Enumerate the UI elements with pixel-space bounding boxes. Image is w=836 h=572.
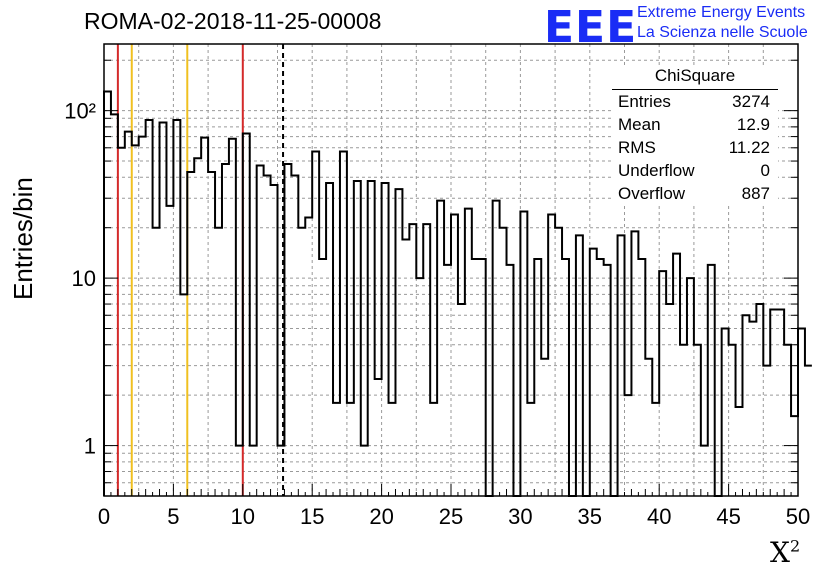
- histogram-bin: [368, 181, 375, 496]
- histogram-bin: [409, 224, 416, 496]
- x-tick-label: 10: [231, 504, 255, 529]
- histogram-bin: [111, 114, 118, 496]
- histogram-bin: [201, 138, 208, 496]
- histogram-bin: [722, 329, 729, 496]
- x-tick-label: 20: [369, 504, 393, 529]
- histogram-bin: [271, 185, 278, 496]
- x-tick-label: 0: [98, 504, 110, 529]
- histogram-bin: [493, 201, 500, 496]
- histogram-bin: [798, 329, 805, 496]
- stats-row-underflow: Underflow 0: [618, 161, 770, 180]
- histogram-bin: [264, 175, 271, 496]
- histogram-bin: [423, 224, 430, 496]
- histogram-bin: [458, 304, 465, 496]
- histogram-bin: [104, 92, 111, 496]
- x-tick-label: 35: [578, 504, 602, 529]
- histogram-bin: [382, 183, 389, 496]
- y-tick-label: 10: [72, 266, 96, 291]
- histogram-bin: [375, 379, 382, 496]
- histogram-bin: [548, 214, 555, 496]
- histogram-bin: [326, 183, 333, 496]
- histogram-outline: [103, 90, 812, 497]
- histogram-bin: [291, 175, 298, 496]
- eee-logo: EEE: [544, 2, 638, 53]
- histogram-bin: [756, 304, 763, 496]
- histogram-bin: [222, 164, 229, 496]
- x-tick-label: 30: [508, 504, 532, 529]
- chart-title: ROMA-02-2018-11-25-00008: [84, 8, 382, 34]
- histogram-bin: [673, 254, 680, 496]
- x-tick-label: 45: [716, 504, 740, 529]
- y-tick-label: 1: [84, 434, 96, 459]
- x-tick-label: 50: [786, 504, 810, 529]
- histogram-bin: [652, 403, 659, 496]
- histogram-bin: [333, 403, 340, 496]
- histogram-bin: [146, 120, 153, 496]
- histogram-bin: [347, 403, 354, 496]
- histogram-bin: [763, 366, 770, 496]
- y-tick-label: 10²: [64, 99, 96, 124]
- histogram-bin: [229, 139, 236, 496]
- histogram-bin: [777, 309, 784, 496]
- histogram-bin: [451, 214, 458, 496]
- histogram-bin: [680, 345, 687, 496]
- histogram-bin: [187, 172, 194, 496]
- histogram-bin: [541, 359, 548, 496]
- histogram-bin: [729, 345, 736, 496]
- histogram-bin: [770, 309, 777, 496]
- histogram-bin: [118, 148, 125, 496]
- histogram-bin: [208, 172, 215, 496]
- histogram-bin: [694, 345, 701, 496]
- histogram-bin: [527, 403, 534, 496]
- histogram-bin: [555, 228, 562, 496]
- histogram-bin: [257, 166, 264, 496]
- histogram-bin: [687, 278, 694, 496]
- stats-box: ChiSquare Entries 3274 Mean 12.9 RMS 11.22 …: [612, 66, 778, 205]
- histogram-bin: [389, 403, 396, 496]
- histogram-bin: [160, 122, 167, 496]
- histogram-bin: [437, 201, 444, 496]
- histogram-bin: [500, 228, 507, 496]
- logo-line-2: La Scienza nelle Scuole: [637, 24, 808, 41]
- x-tick-label: 25: [439, 504, 463, 529]
- histogram-bin: [298, 228, 305, 496]
- histogram-bin: [666, 304, 673, 496]
- logo-line-1: Extreme Energy Events: [637, 4, 806, 21]
- histogram-bin: [645, 359, 652, 496]
- x-tick-label: 40: [647, 504, 671, 529]
- histogram-bin: [173, 120, 180, 496]
- stats-row-mean: Mean 12.9: [618, 115, 770, 134]
- histogram-bin: [153, 228, 160, 496]
- histogram-bin: [215, 228, 222, 496]
- histogram-bin: [139, 137, 146, 496]
- histogram-bin: [742, 315, 749, 496]
- histogram-bin: [305, 218, 312, 496]
- y-axis-label: Entries/bin: [8, 177, 38, 300]
- x-tick-label: 15: [300, 504, 324, 529]
- histogram-bin: [125, 132, 132, 496]
- histogram-bin: [416, 278, 423, 496]
- x-axis-label: X2: [770, 536, 801, 569]
- histogram-bin: [784, 345, 791, 496]
- stats-row-entries: Entries 3274: [618, 92, 770, 111]
- histogram-bin: [395, 189, 402, 496]
- histogram-bin: [805, 366, 812, 496]
- histogram-bin: [312, 152, 319, 496]
- histogram-bin: [243, 134, 250, 496]
- histogram-bin: [340, 152, 347, 496]
- histogram-bin: [354, 181, 361, 496]
- histogram-bin: [631, 231, 638, 496]
- histogram-bin: [430, 403, 437, 496]
- stats-row-overflow: Overflow 887: [618, 184, 770, 203]
- stats-box-title: ChiSquare: [612, 66, 778, 90]
- histogram-bin: [749, 322, 756, 496]
- histogram-bin: [791, 416, 798, 496]
- histogram-bin: [166, 206, 173, 496]
- histogram-bin: [284, 164, 291, 496]
- x-tick-label: 5: [167, 504, 179, 529]
- stats-row-rms: RMS 11.22: [618, 138, 770, 157]
